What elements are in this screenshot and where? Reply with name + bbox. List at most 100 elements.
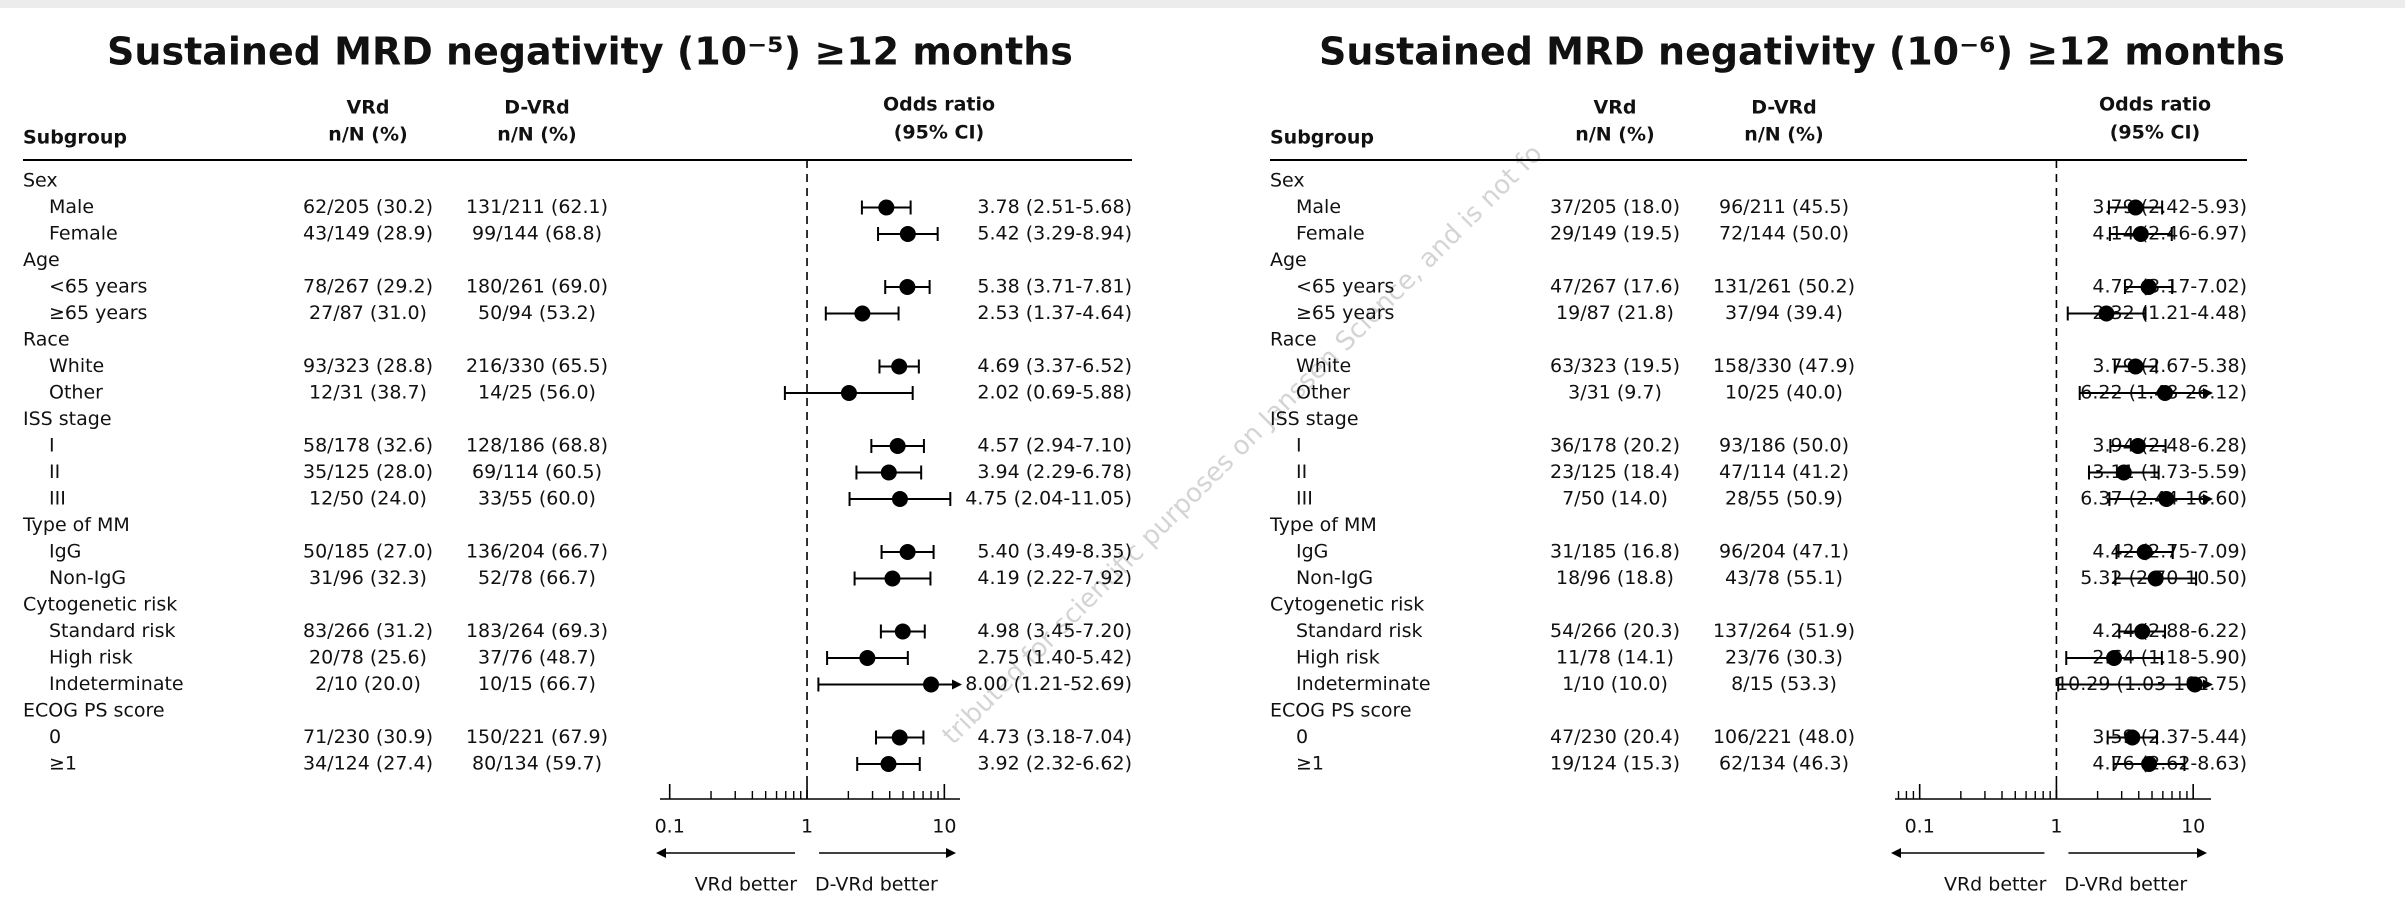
odds-ratio-label: 3.78 (2.51-5.68): [977, 196, 1132, 218]
column-header: VRd: [1594, 97, 1637, 119]
arm1-count: 47/267 (17.6): [1550, 276, 1680, 298]
odds-ratio-point: [2147, 570, 2164, 587]
arm2-count: 14/25 (56.0): [478, 382, 596, 404]
arm1-count: 1/10 (10.0): [1562, 673, 1668, 695]
odds-ratio-point: [2106, 650, 2123, 666]
group-label: Race: [23, 329, 70, 351]
odds-ratio-point: [859, 650, 876, 666]
subgroup-label: ≥65 years: [49, 302, 147, 324]
odds-ratio-label: 4.73 (3.18-7.04): [977, 726, 1132, 748]
column-header: n/N (%): [497, 124, 576, 146]
column-header: Subgroup: [1270, 127, 1374, 149]
arm1-count: 19/124 (15.3): [1550, 753, 1680, 775]
odds-ratio-point: [2127, 199, 2144, 216]
subgroup-label: III: [1296, 488, 1313, 510]
arm1-count: 36/178 (20.2): [1550, 435, 1680, 457]
top-strip: [0, 0, 2405, 8]
subgroup-label: Indeterminate: [49, 673, 184, 695]
odds-ratio-point: [2124, 729, 2141, 746]
odds-ratio-point: [899, 279, 916, 295]
odds-ratio-point: [2134, 623, 2151, 640]
column-header: Odds ratio: [883, 94, 995, 116]
subgroup-label: Female: [49, 223, 118, 245]
odds-ratio-point: [878, 199, 895, 216]
right-direction-label: D-VRd better: [2064, 874, 2187, 896]
odds-ratio-label: 2.02 (0.69-5.88): [977, 382, 1132, 404]
odds-ratio-point: [889, 438, 906, 454]
group-label: Sex: [23, 170, 58, 192]
chart-title: Sustained MRD negativity (10⁻⁵) ≥12 mont…: [107, 30, 1073, 74]
subgroup-label: High risk: [49, 647, 133, 669]
arm1-count: 27/87 (31.0): [309, 302, 427, 324]
column-header: (95% CI): [894, 122, 984, 144]
odds-ratio-label: 5.42 (3.29-8.94): [977, 223, 1132, 245]
arm2-count: 158/330 (47.9): [1713, 355, 1855, 377]
arm2-count: 131/211 (62.1): [466, 196, 608, 218]
group-label: Age: [23, 249, 60, 271]
subgroup-label: Indeterminate: [1296, 673, 1431, 695]
arm2-count: 180/261 (69.0): [466, 276, 608, 298]
arm2-count: 33/55 (60.0): [478, 488, 596, 510]
arm2-count: 72/144 (50.0): [1719, 223, 1849, 245]
arm1-count: 7/50 (14.0): [1562, 488, 1668, 510]
odds-ratio-point: [2186, 676, 2203, 693]
arm1-count: 19/87 (21.8): [1556, 302, 1674, 324]
arm1-count: 50/185 (27.0): [303, 541, 433, 563]
arm1-count: 93/323 (28.8): [303, 355, 433, 377]
group-label: ECOG PS score: [23, 700, 165, 722]
arm1-count: 63/323 (19.5): [1550, 355, 1680, 377]
arm2-count: 50/94 (53.2): [478, 302, 596, 324]
odds-ratio-label: 3.94 (2.29-6.78): [977, 461, 1132, 483]
arm2-count: 96/204 (47.1): [1719, 541, 1849, 563]
arm1-count: 71/230 (30.9): [303, 726, 433, 748]
group-label: ISS stage: [23, 408, 112, 430]
odds-ratio-point: [923, 676, 940, 693]
arm2-count: 136/204 (66.7): [466, 541, 608, 563]
arm1-count: 2/10 (20.0): [315, 673, 421, 695]
odds-ratio-point: [2141, 756, 2158, 772]
x-tick-label: 1: [801, 816, 813, 838]
arm1-count: 35/125 (28.0): [303, 461, 433, 483]
arm2-count: 52/78 (66.7): [478, 567, 596, 589]
odds-ratio-point: [891, 358, 908, 375]
odds-ratio-point: [899, 544, 916, 560]
arm1-count: 12/50 (24.0): [309, 488, 427, 510]
odds-ratio-label: 2.32 (1.21-4.48): [2092, 302, 2247, 324]
odds-ratio-point: [2158, 491, 2175, 507]
group-label: Age: [1270, 249, 1307, 271]
arm1-count: 31/96 (32.3): [309, 567, 427, 589]
arm2-count: 28/55 (50.9): [1725, 488, 1843, 510]
arm1-count: 23/125 (18.4): [1550, 461, 1680, 483]
column-header: VRd: [347, 97, 390, 119]
subgroup-label: III: [49, 488, 66, 510]
odds-ratio-label: 2.64 (1.18-5.90): [2092, 647, 2247, 669]
odds-ratio-label: 2.53 (1.37-4.64): [977, 302, 1132, 324]
arm1-count: 83/266 (31.2): [303, 620, 433, 642]
group-label: Cytogenetic risk: [23, 594, 177, 616]
subgroup-label: ≥1: [1296, 753, 1324, 775]
subgroup-label: I: [1296, 435, 1302, 457]
odds-ratio-point: [894, 623, 911, 640]
x-tick-label: 1: [2050, 816, 2062, 838]
group-label: Sex: [1270, 170, 1305, 192]
odds-ratio-point: [2129, 438, 2146, 454]
subgroup-label: Non-IgG: [49, 567, 126, 589]
arm2-count: 23/76 (30.3): [1725, 647, 1843, 669]
arm1-count: 62/205 (30.2): [303, 196, 433, 218]
odds-ratio-label: 4.57 (2.94-7.10): [977, 435, 1132, 457]
odds-ratio-label: 3.11 (1.73-5.59): [2092, 461, 2247, 483]
arm2-count: 99/144 (68.8): [472, 223, 602, 245]
arm2-count: 137/264 (51.9): [1713, 620, 1855, 642]
odds-ratio-label: 3.94 (2.48-6.28): [2092, 435, 2247, 457]
column-header: Odds ratio: [2099, 94, 2211, 116]
column-header: n/N (%): [1744, 124, 1823, 146]
odds-ratio-label: 2.75 (1.40-5.42): [977, 647, 1132, 669]
arm2-count: 216/330 (65.5): [466, 355, 608, 377]
group-label: Type of MM: [22, 514, 130, 536]
right-direction-label: D-VRd better: [815, 874, 938, 896]
arm2-count: 37/94 (39.4): [1725, 302, 1843, 324]
odds-ratio-label: 4.24 (2.88-6.22): [2092, 620, 2247, 642]
group-label: ECOG PS score: [1270, 700, 1412, 722]
subgroup-label: II: [49, 461, 60, 483]
odds-ratio-point: [840, 385, 857, 401]
